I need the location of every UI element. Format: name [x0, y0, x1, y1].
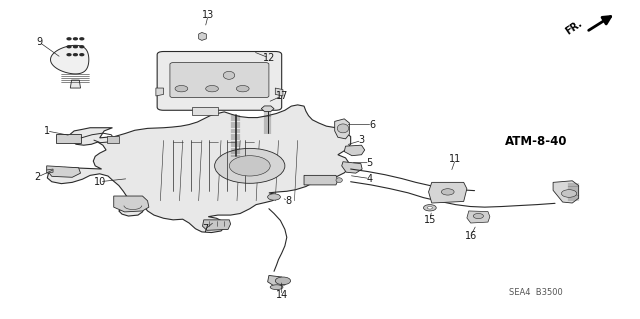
Polygon shape [268, 275, 287, 286]
Text: 13: 13 [202, 10, 214, 20]
Circle shape [268, 194, 280, 200]
Text: 10: 10 [93, 177, 106, 187]
Circle shape [80, 46, 84, 48]
Circle shape [74, 54, 77, 56]
Ellipse shape [175, 85, 188, 92]
Polygon shape [344, 145, 365, 156]
Circle shape [561, 190, 577, 197]
Circle shape [275, 277, 291, 285]
FancyBboxPatch shape [157, 51, 282, 110]
Polygon shape [47, 166, 81, 177]
Ellipse shape [205, 85, 218, 92]
Polygon shape [56, 134, 81, 143]
Polygon shape [335, 119, 349, 139]
FancyBboxPatch shape [170, 63, 269, 98]
Polygon shape [467, 211, 490, 223]
Polygon shape [156, 88, 164, 96]
Circle shape [67, 54, 71, 56]
Text: ATM-8-40: ATM-8-40 [504, 135, 567, 148]
Text: 16: 16 [465, 231, 477, 241]
Text: 17: 17 [275, 91, 288, 101]
Polygon shape [275, 88, 283, 96]
Text: FR.: FR. [563, 19, 584, 37]
Circle shape [74, 38, 77, 40]
Text: SEA4  B3500: SEA4 B3500 [509, 288, 563, 297]
Circle shape [80, 54, 84, 56]
Text: 3: 3 [358, 136, 365, 145]
Ellipse shape [223, 71, 235, 79]
Polygon shape [51, 45, 89, 74]
Text: 4: 4 [367, 174, 373, 183]
Circle shape [229, 156, 270, 176]
Text: 5: 5 [367, 158, 373, 168]
Ellipse shape [337, 124, 349, 133]
Polygon shape [342, 162, 362, 173]
Circle shape [67, 46, 71, 48]
Circle shape [473, 213, 483, 219]
Polygon shape [202, 220, 230, 230]
Ellipse shape [236, 85, 249, 92]
Text: 8: 8 [285, 196, 291, 206]
Polygon shape [198, 33, 206, 41]
Polygon shape [261, 106, 274, 111]
Polygon shape [114, 196, 149, 212]
Text: 2: 2 [35, 172, 41, 182]
Text: 6: 6 [369, 120, 376, 130]
Text: 7: 7 [202, 224, 208, 234]
Ellipse shape [336, 178, 342, 182]
Polygon shape [304, 175, 338, 185]
Text: 1: 1 [44, 126, 50, 136]
Circle shape [442, 189, 454, 195]
Polygon shape [107, 136, 120, 143]
Text: 15: 15 [424, 215, 436, 225]
Circle shape [74, 46, 77, 48]
Polygon shape [553, 181, 579, 203]
Circle shape [424, 204, 436, 211]
Circle shape [214, 148, 285, 183]
Circle shape [67, 38, 71, 40]
Circle shape [428, 206, 433, 209]
Text: 12: 12 [263, 53, 275, 63]
Polygon shape [70, 80, 81, 88]
Polygon shape [192, 107, 218, 115]
Ellipse shape [270, 285, 283, 290]
Polygon shape [47, 169, 53, 173]
Circle shape [80, 38, 84, 40]
Text: 14: 14 [276, 290, 288, 300]
Polygon shape [429, 182, 467, 203]
Polygon shape [47, 105, 351, 233]
Text: 9: 9 [36, 37, 42, 47]
Text: 11: 11 [449, 154, 461, 165]
